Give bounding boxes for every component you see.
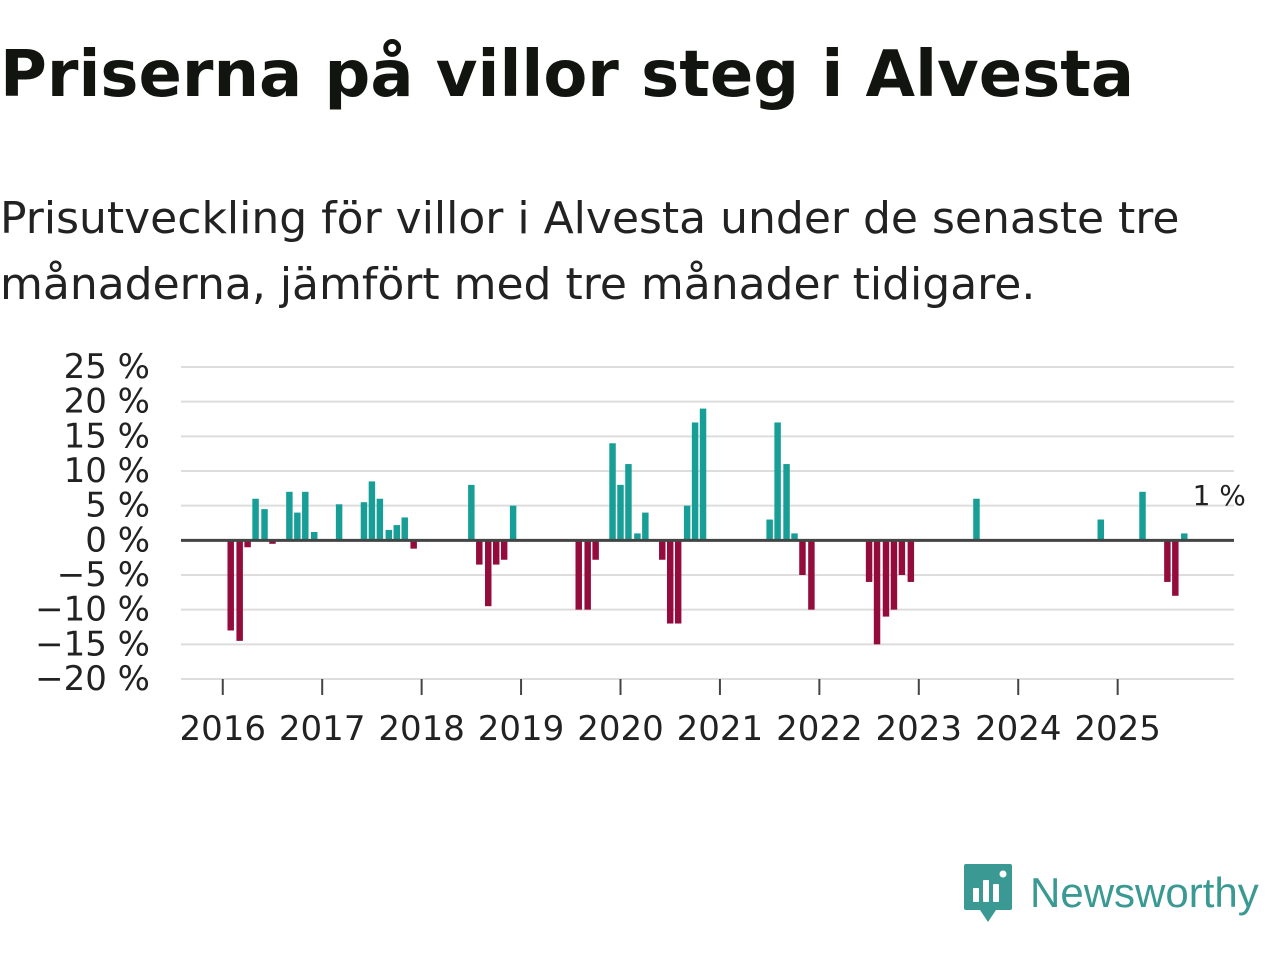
bar-positive	[1181, 533, 1188, 541]
bar-layer	[227, 408, 1188, 645]
y-tick-label: 20 %	[64, 382, 150, 422]
bar-negative	[865, 540, 873, 582]
y-tick-label: 5 %	[85, 486, 150, 526]
bar-positive	[286, 491, 293, 541]
bar-negative	[410, 540, 417, 549]
bar-positive	[385, 529, 393, 541]
bar-positive	[311, 532, 318, 541]
latest-value-label: 1 %	[1193, 479, 1246, 512]
bar-positive	[1139, 491, 1146, 541]
y-tick-label: 10 %	[64, 451, 150, 491]
bar-negative	[227, 540, 234, 631]
bar-positive	[1097, 519, 1104, 541]
bar-positive	[774, 422, 781, 541]
bar-negative	[873, 540, 881, 645]
y-tick-label: −20 %	[35, 659, 150, 699]
bar-negative	[492, 540, 500, 565]
axis-layer	[181, 538, 1234, 695]
bar-negative	[269, 540, 276, 544]
bar-positive	[401, 517, 408, 541]
grid-layer	[181, 366, 1234, 680]
bar-positive	[360, 502, 368, 541]
bar-positive	[642, 512, 649, 541]
chart-subtitle: Prisutveckling för villor i Alvesta unde…	[0, 193, 1180, 310]
bar-negative	[476, 540, 483, 565]
x-tick-label: 2022	[776, 709, 863, 749]
x-tick-label: 2020	[577, 709, 664, 749]
bar-negative	[890, 540, 898, 610]
bar-positive	[634, 533, 641, 541]
y-tick-label: 25 %	[64, 347, 150, 387]
bar-chart: 25 %20 %15 %10 %5 %0 %−5 %−10 %−15 %−20 …	[35, 347, 1246, 749]
bar-positive	[683, 505, 691, 541]
bar-positive	[699, 408, 707, 541]
bar-negative	[898, 540, 906, 575]
bar-positive	[468, 484, 475, 541]
bar-positive	[294, 512, 301, 541]
y-tick-label: −10 %	[35, 590, 150, 630]
x-tick-label: 2021	[677, 709, 764, 749]
x-tick-label: 2023	[876, 709, 963, 749]
bar-negative	[659, 540, 666, 560]
bar-positive	[791, 533, 798, 541]
bar-negative	[244, 540, 251, 548]
x-tick-label: 2018	[378, 709, 465, 749]
bar-positive	[376, 498, 384, 541]
bar-positive	[509, 505, 517, 541]
bar-negative	[584, 540, 591, 610]
bar-negative	[1172, 540, 1179, 596]
bar-positive	[691, 422, 699, 541]
bar-positive	[766, 519, 773, 541]
bar-positive	[302, 491, 309, 541]
bar-positive	[617, 484, 624, 541]
bar-positive	[252, 498, 259, 541]
label-layer: 25 %20 %15 %10 %5 %0 %−5 %−10 %−15 %−20 …	[35, 347, 1246, 749]
y-tick-label: −5 %	[57, 555, 150, 595]
bar-positive	[625, 464, 632, 541]
x-tick-label: 2019	[478, 709, 565, 749]
bar-negative	[666, 540, 674, 624]
y-tick-label: 0 %	[85, 520, 150, 560]
bar-positive	[609, 443, 616, 541]
y-tick-label: −15 %	[35, 624, 150, 664]
x-tick-label: 2017	[279, 709, 366, 749]
bar-negative	[808, 540, 815, 610]
bar-positive	[335, 504, 343, 541]
bar-negative	[575, 540, 582, 610]
bar-positive	[368, 481, 376, 541]
x-tick-label: 2025	[1074, 709, 1161, 749]
chart-bubble-icon	[964, 864, 1012, 922]
bar-negative	[592, 540, 599, 560]
bar-negative	[500, 540, 508, 560]
bar-negative	[1164, 540, 1171, 582]
bar-negative	[485, 540, 492, 607]
chart-title: Priserna på villor steg i Alvesta	[0, 38, 1134, 112]
x-tick-label: 2016	[179, 709, 266, 749]
x-tick-label: 2024	[975, 709, 1062, 749]
y-tick-label: 15 %	[64, 416, 150, 456]
bar-negative	[799, 540, 806, 575]
bar-positive	[783, 464, 790, 541]
brand-name: Newsworthy	[1030, 869, 1259, 916]
bar-positive	[261, 509, 268, 541]
bar-negative	[907, 540, 915, 582]
bar-negative	[236, 540, 243, 641]
bar-negative	[674, 540, 682, 624]
bar-positive	[393, 525, 401, 541]
bar-positive	[973, 498, 980, 541]
newsworthy-logo: Newsworthy	[962, 862, 1259, 924]
bar-negative	[882, 540, 890, 617]
